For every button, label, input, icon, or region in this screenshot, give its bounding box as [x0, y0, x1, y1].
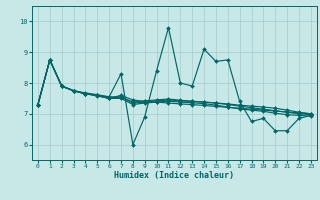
- X-axis label: Humidex (Indice chaleur): Humidex (Indice chaleur): [115, 171, 234, 180]
